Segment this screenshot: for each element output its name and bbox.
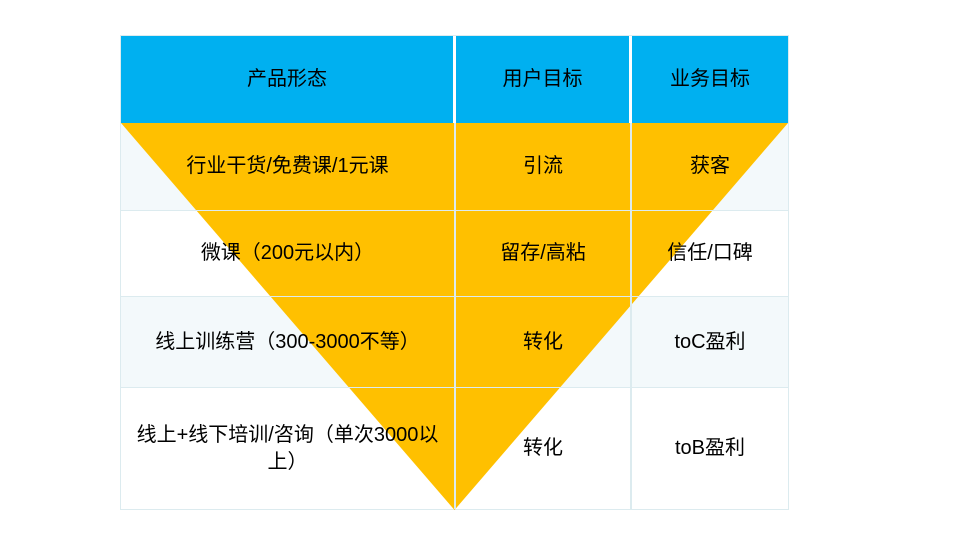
cell-row1-business-goal: 获客 [632, 123, 788, 211]
cell-row2-product: 微课（200元以内） [121, 211, 456, 297]
cell-row2-user-goal: 留存/高粘 [456, 211, 632, 297]
cell-row3-user-goal: 转化 [456, 297, 632, 388]
cell-row4-business-goal: toB盈利 [674, 437, 746, 459]
cell-row4-user-goal: 转化 [456, 388, 632, 509]
cell-row1-user-goal: 引流 [456, 123, 632, 211]
header-cell-user-goal: 用户目标 [456, 36, 632, 123]
cell-row2-business-goal: 信任/口碑 [632, 211, 788, 297]
header-cell-business-goal: 业务目标 [632, 36, 788, 123]
cell-row4-product: 线上+线下培训/咨询（单次3000以上） [121, 388, 456, 509]
cell-row1-product: 行业干货/免费课/1元课 [121, 123, 456, 211]
cell-row3-product: 线上训练营（300-3000不等） [121, 297, 456, 388]
cell-row3-business-goal: toC盈利 [632, 297, 788, 388]
funnel-table: 产品形态 用户目标 业务目标 行业干货/免费课/1元课 引流 获客 微课（200… [120, 35, 789, 510]
header-cell-product-form: 产品形态 [121, 36, 456, 123]
